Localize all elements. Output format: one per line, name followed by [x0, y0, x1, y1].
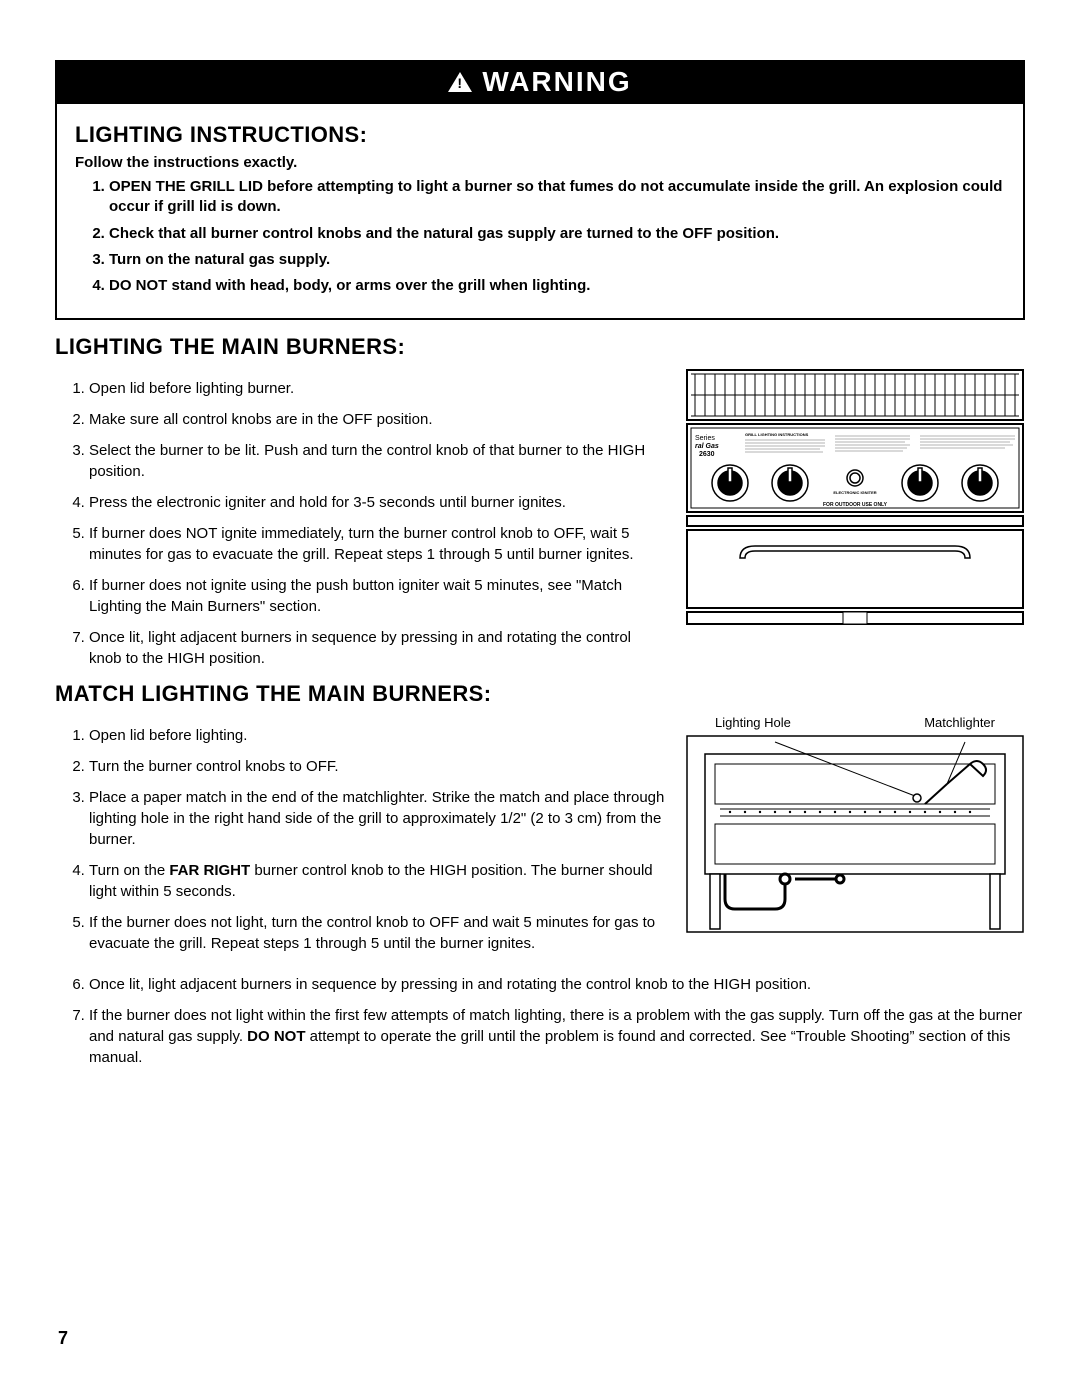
svg-text:2630: 2630 — [699, 451, 715, 458]
page-number: 7 — [58, 1328, 68, 1349]
svg-text:FOR OUTDOOR USE ONLY: FOR OUTDOOR USE ONLY — [823, 502, 888, 508]
list-item: DO NOT stand with head, body, or arms ov… — [109, 276, 1005, 296]
list-item: Place a paper match in the end of the ma… — [89, 787, 665, 850]
svg-text:ELECTRONIC IGNITER: ELECTRONIC IGNITER — [833, 490, 876, 495]
list-item: Turn the burner control knobs to OFF. — [89, 756, 665, 777]
lighting-instructions-box: LIGHTING INSTRUCTIONS: Follow the instru… — [55, 104, 1025, 320]
list-item: Turn on the FAR RIGHT burner control kno… — [89, 860, 665, 902]
warning-triangle-icon — [448, 72, 472, 92]
list-item: Make sure all control knobs are in the O… — [89, 409, 665, 430]
list-item: If the burner does not light, turn the c… — [89, 912, 665, 954]
main-burners-list: Open lid before lighting burner. Make su… — [55, 378, 665, 669]
list-item: Once lit, light adjacent burners in sequ… — [89, 974, 1025, 995]
list-item: OPEN THE GRILL LID before attempting to … — [109, 177, 1005, 218]
grill-front-svg: Series ral Gas 2630 GRILL LIGHTING INSTR… — [685, 368, 1025, 628]
main-burners-text-col: Open lid before lighting burner. Make su… — [55, 368, 665, 679]
list-item: Check that all burner control knobs and … — [109, 224, 1005, 244]
match-lighting-row: Open lid before lighting. Turn the burne… — [55, 715, 1025, 964]
match-lighting-list-full: Once lit, light adjacent burners in sequ… — [55, 974, 1025, 1068]
figure-labels: Lighting Hole Matchlighter — [685, 715, 1025, 734]
label-matchlighter: Matchlighter — [924, 715, 995, 730]
list-item: Turn on the natural gas supply. — [109, 250, 1005, 270]
lighting-instructions-subheading: Follow the instructions exactly. — [75, 154, 1005, 171]
list-item: If burner does NOT ignite immediately, t… — [89, 523, 665, 565]
manual-page: WARNING LIGHTING INSTRUCTIONS: Follow th… — [0, 0, 1080, 1397]
svg-text:GRILL LIGHTING INSTRUCTIONS: GRILL LIGHTING INSTRUCTIONS — [745, 432, 809, 437]
grill-front-figure: Series ral Gas 2630 GRILL LIGHTING INSTR… — [685, 368, 1025, 628]
list-item: Once lit, light adjacent burners in sequ… — [89, 627, 665, 669]
main-burners-row: Open lid before lighting burner. Make su… — [55, 368, 1025, 679]
list-item: Open lid before lighting. — [89, 725, 665, 746]
lighting-instructions-heading: LIGHTING INSTRUCTIONS: — [75, 122, 1005, 148]
match-lighting-text-col: Open lid before lighting. Turn the burne… — [55, 715, 665, 964]
main-burners-heading: LIGHTING THE MAIN BURNERS: — [55, 334, 1025, 360]
svg-text:ral Gas: ral Gas — [695, 443, 719, 450]
warning-text: WARNING — [482, 66, 631, 98]
warning-banner: WARNING — [55, 60, 1025, 104]
list-item: Select the burner to be lit. Push and tu… — [89, 440, 665, 482]
list-item: Press the electronic igniter and hold fo… — [89, 492, 665, 513]
match-lighting-figure: Lighting Hole Matchlighter — [685, 715, 1025, 934]
list-item: If burner does not ignite using the push… — [89, 575, 665, 617]
match-lighting-heading: MATCH LIGHTING THE MAIN BURNERS: — [55, 681, 1025, 707]
label-lighting-hole: Lighting Hole — [715, 715, 791, 730]
match-lighting-list-narrow: Open lid before lighting. Turn the burne… — [55, 725, 665, 954]
svg-text:Series: Series — [695, 435, 715, 442]
lighting-instructions-list: OPEN THE GRILL LID before attempting to … — [75, 177, 1005, 296]
list-item: Open lid before lighting burner. — [89, 378, 665, 399]
list-item: If the burner does not light within the … — [89, 1005, 1025, 1068]
match-lighting-svg — [685, 734, 1025, 934]
